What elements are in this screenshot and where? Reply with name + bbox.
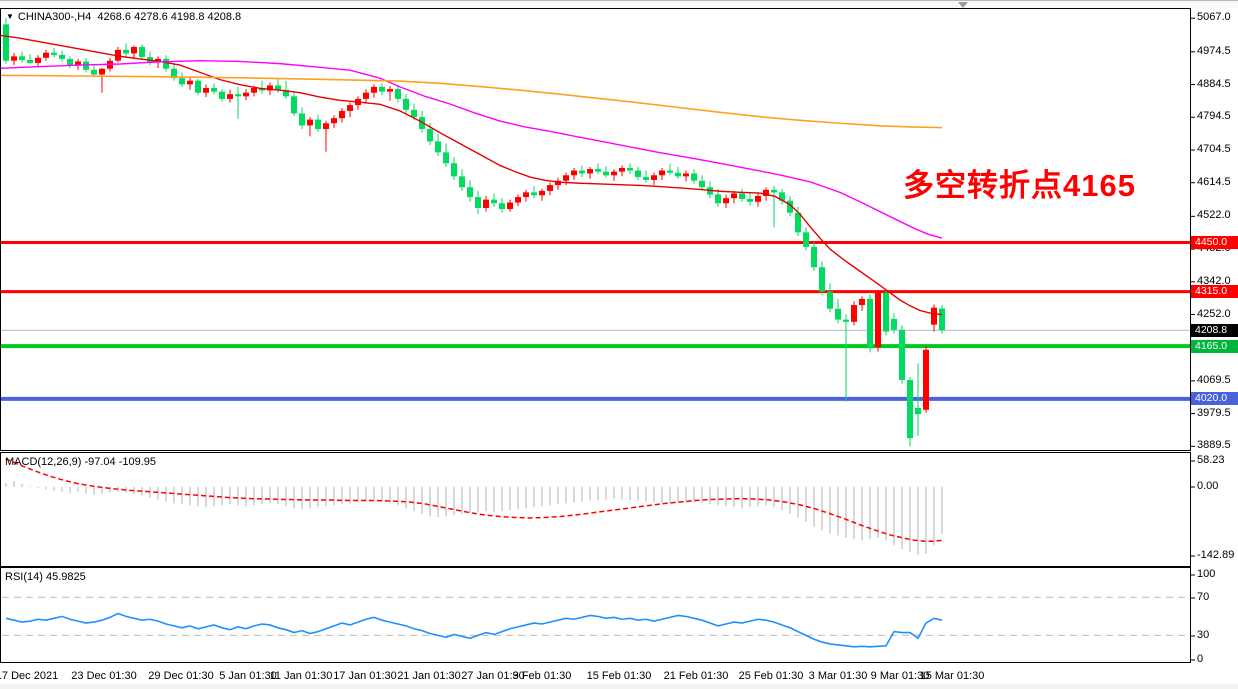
time-axis-label: 15 Mar 01:30 bbox=[919, 670, 985, 682]
time-axis-label: 17 Jan 01:30 bbox=[333, 670, 397, 682]
time-axis-label: 27 Jan 01:30 bbox=[461, 670, 525, 682]
ma-mid-line bbox=[0, 60, 943, 239]
time-axis-label: 25 Feb 01:30 bbox=[738, 670, 804, 682]
macd-indicator-label: MACD(12,26,9) -97.04 -109.95 bbox=[5, 456, 157, 468]
macd-axis-label: 58.23 bbox=[1197, 454, 1225, 466]
turning-point-annotation: 多空转折点4165 bbox=[903, 168, 1136, 203]
price-axis-label: 4614.5 bbox=[1197, 175, 1231, 188]
rsi-axis-label: 100 bbox=[1197, 568, 1216, 580]
time-axis-label: 3 Mar 01:30 bbox=[808, 670, 868, 682]
macd-axis-label: -142.89 bbox=[1197, 549, 1235, 561]
rsi-axis-label: 0 bbox=[1197, 653, 1204, 665]
time-axis-label: 9 Mar 01:30 bbox=[870, 670, 930, 682]
price-axis-label: 4522.0 bbox=[1197, 209, 1231, 222]
time-axis-label: 21 Jan 01:30 bbox=[397, 670, 461, 682]
price-badge-4208.8: 4208.8 bbox=[1191, 323, 1238, 337]
ohlc-quote-label: 4268.6 4278.6 4198.8 4208.8 bbox=[97, 11, 242, 23]
chart-shift-marker-icon[interactable] bbox=[958, 2, 968, 8]
price-badge-4315.0: 4315.0 bbox=[1191, 285, 1238, 299]
chart-scrollbar-strip[interactable] bbox=[0, 0, 1238, 8]
price-axis-label: 4884.5 bbox=[1197, 77, 1231, 90]
collapse-triangle-icon[interactable]: ▼ bbox=[6, 12, 14, 21]
price-axis-label: 4252.0 bbox=[1197, 307, 1231, 320]
time-axis-label: 23 Dec 01:30 bbox=[71, 670, 137, 682]
time-axis-label: 11 Jan 01:30 bbox=[269, 670, 333, 682]
rsi-axis-label: 30 bbox=[1197, 629, 1210, 641]
time-axis-label: 9 Feb 01:30 bbox=[512, 670, 572, 682]
price-axis-label: 4974.5 bbox=[1197, 44, 1231, 57]
ma-fast-line bbox=[0, 34, 943, 316]
candles-layer bbox=[3, 18, 945, 447]
price-badge-4450.0: 4450.0 bbox=[1191, 236, 1238, 250]
rsi-line bbox=[5, 612, 943, 648]
price-axis-label: 3889.5 bbox=[1197, 439, 1231, 452]
ma-slow-line bbox=[0, 74, 943, 129]
macd-panel-border bbox=[0, 452, 1191, 567]
rsi-panel-border bbox=[0, 567, 1191, 663]
macd-signal-line bbox=[5, 458, 943, 543]
rsi-axis-label: 70 bbox=[1197, 591, 1210, 603]
price-axis-label: 3979.5 bbox=[1197, 406, 1231, 419]
price-axis-label: 4794.5 bbox=[1197, 110, 1231, 123]
rsi-indicator-label: RSI(14) 45.9825 bbox=[5, 571, 86, 583]
price-axis-label: 5067.0 bbox=[1197, 11, 1231, 24]
price-badge-4165.0: 4165.0 bbox=[1191, 339, 1238, 353]
macd-axis-label: 0.00 bbox=[1197, 480, 1219, 492]
time-axis-label: 17 Dec 2021 bbox=[0, 670, 59, 682]
axis-ticks bbox=[1191, 17, 1195, 661]
symbol-period-label: CHINA300-,H4 bbox=[17, 11, 92, 23]
main-panel-border bbox=[0, 8, 1191, 451]
time-axis-label: 5 Jan 01:30 bbox=[219, 670, 277, 682]
price-axis-label: 4069.5 bbox=[1197, 373, 1231, 386]
price-badge-4020.0: 4020.0 bbox=[1191, 392, 1238, 406]
time-axis-label: 29 Dec 01:30 bbox=[148, 670, 214, 682]
price-axis-label: 4704.5 bbox=[1197, 142, 1231, 155]
price-axis-label: 4342.0 bbox=[1197, 274, 1231, 287]
time-axis-label: 15 Feb 01:30 bbox=[586, 670, 652, 682]
window-bottom-edge bbox=[0, 684, 1238, 689]
time-axis-label: 21 Feb 01:30 bbox=[663, 670, 729, 682]
symbol-header: ▼ CHINA300-,H4 4268.6 4278.6 4198.8 4208.… bbox=[6, 11, 241, 23]
